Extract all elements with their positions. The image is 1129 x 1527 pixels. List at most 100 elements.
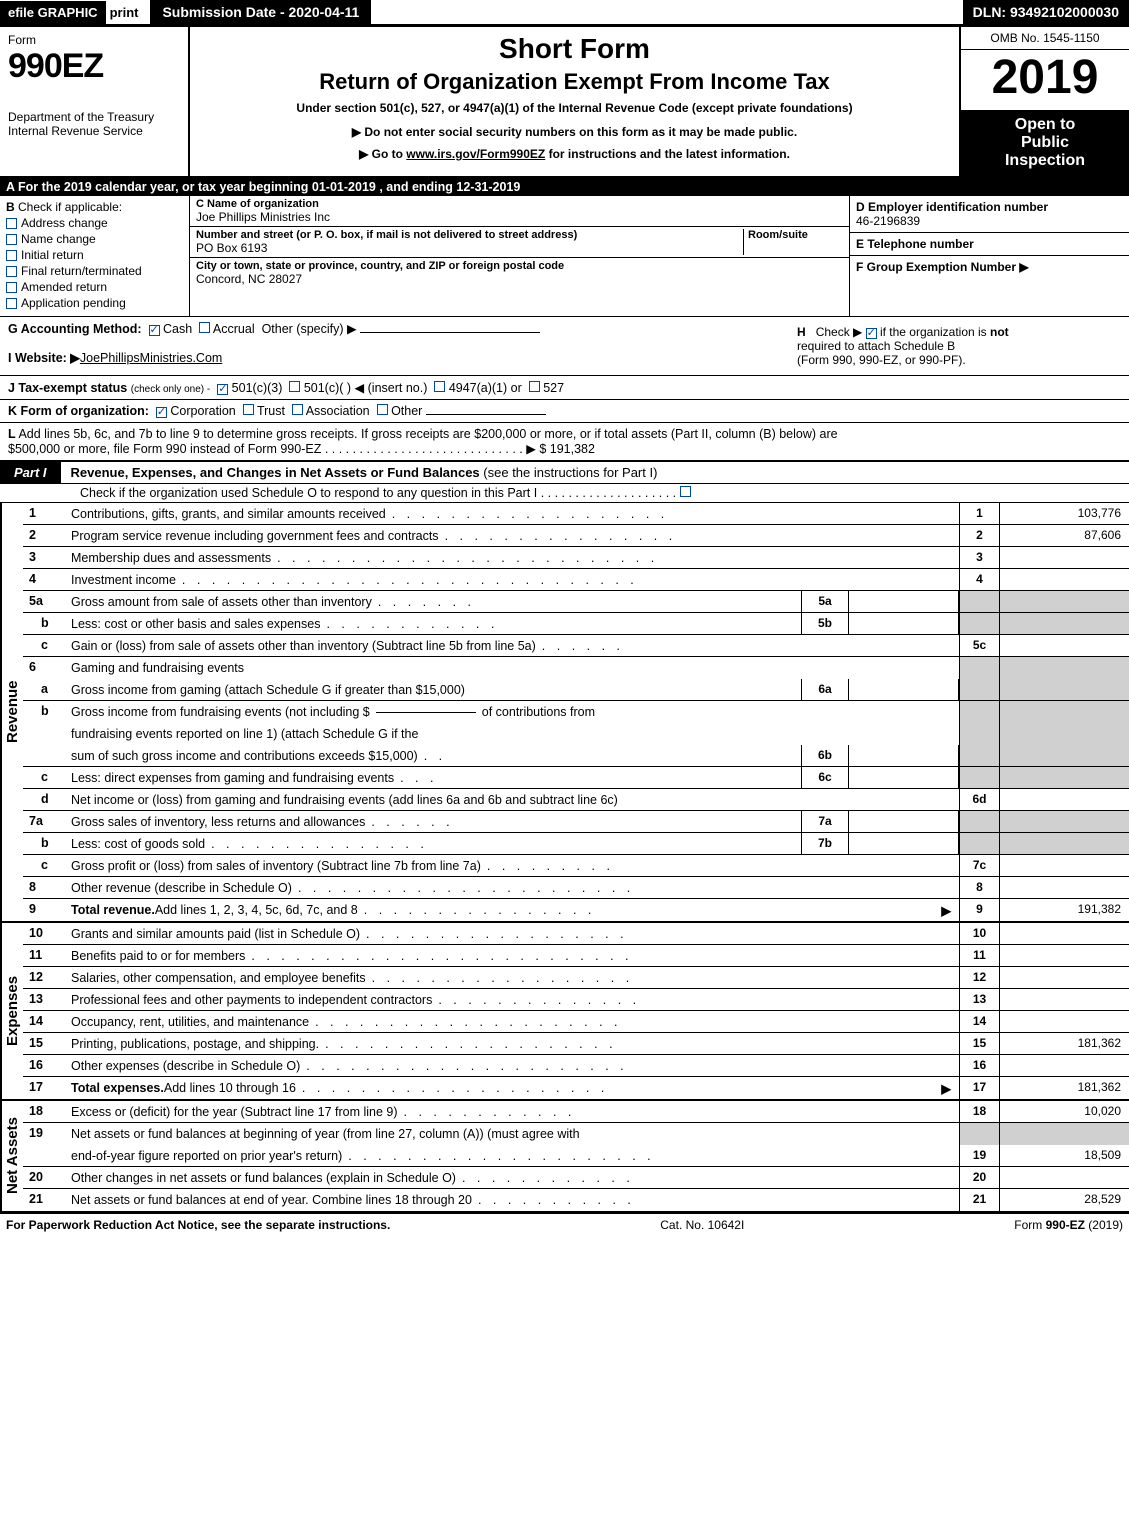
website-value[interactable]: JoePhillipsMinistries.Com xyxy=(80,351,222,365)
top-bar: efile GRAPHIC print Submission Date - 20… xyxy=(0,0,1129,27)
line-20-num: 20 xyxy=(23,1167,67,1188)
go-to-prefix: ▶ Go to xyxy=(359,147,406,161)
line-5b-box: 5b xyxy=(801,613,849,634)
net-assets-vertical-label: Net Assets xyxy=(0,1101,23,1211)
cash-label: Cash xyxy=(163,322,192,336)
dots: . . . . . . . . . . . . . . . . . . . . … xyxy=(176,573,955,587)
part-1-title-sub: (see the instructions for Part I) xyxy=(483,465,657,480)
c-name-label: C Name of organization xyxy=(196,198,843,210)
j-4947-checkbox[interactable] xyxy=(434,381,445,392)
city-state-zip: Concord, NC 28027 xyxy=(196,272,843,286)
submission-date: Submission Date - 2020-04-11 xyxy=(150,0,371,24)
k-trust-checkbox[interactable] xyxy=(243,404,254,415)
k-other-checkbox[interactable] xyxy=(377,404,388,415)
other-specify-input[interactable] xyxy=(360,332,540,333)
initial-return-checkbox[interactable] xyxy=(6,250,17,261)
line-6a-ref-shaded xyxy=(959,679,999,700)
line-18-value: 10,020 xyxy=(999,1101,1129,1122)
j-527-label: 527 xyxy=(543,381,564,395)
h-schedule-b: required to attach Schedule B xyxy=(797,339,955,353)
dots: . . . . . . . . . . . . . . . . . . xyxy=(360,927,955,941)
final-return-checkbox[interactable] xyxy=(6,266,17,277)
print-button[interactable]: print xyxy=(110,5,139,20)
cash-checkbox[interactable] xyxy=(149,325,160,336)
line-7a-value-shaded xyxy=(999,811,1129,832)
page-footer: For Paperwork Reduction Act Notice, see … xyxy=(0,1213,1129,1236)
amended-return-checkbox[interactable] xyxy=(6,282,17,293)
catalog-number: Cat. No. 10642I xyxy=(660,1218,744,1232)
line-7a-mid-value xyxy=(849,811,959,832)
city-label: City or town, state or province, country… xyxy=(196,260,843,272)
dots: . . . . . . . . . . . . . . . . . . . . … xyxy=(292,881,955,895)
accrual-checkbox[interactable] xyxy=(199,322,210,333)
header-left: Form 990EZ Department of the Treasury In… xyxy=(0,27,190,176)
j-label: J Tax-exempt status xyxy=(8,381,127,395)
line-17-desc-bold: Total expenses. xyxy=(71,1081,164,1095)
ein-value: 46-2196839 xyxy=(856,214,1123,228)
omb-number: OMB No. 1545-1150 xyxy=(961,27,1129,50)
open-line-1: Open to xyxy=(965,116,1125,134)
line-6b-amount-input[interactable] xyxy=(376,712,476,713)
dots: . . . xyxy=(394,771,797,785)
form-reference: Form 990-EZ (2019) xyxy=(1014,1218,1123,1232)
line-6a-num: a xyxy=(23,679,67,700)
line-10-num: 10 xyxy=(23,923,67,944)
j-501c-checkbox[interactable] xyxy=(289,381,300,392)
line-14-desc: Occupancy, rent, utilities, and maintena… xyxy=(71,1015,309,1029)
line-16: 16 Other expenses (describe in Schedule … xyxy=(23,1055,1129,1077)
k-association-checkbox[interactable] xyxy=(292,404,303,415)
section-a-tax-year: A For the 2019 calendar year, or tax yea… xyxy=(0,178,1129,196)
form-number: 990EZ xyxy=(8,47,184,86)
section-d-e-f: D Employer identification number 46-2196… xyxy=(849,196,1129,316)
line-5c-value xyxy=(999,635,1129,656)
application-pending-checkbox[interactable] xyxy=(6,298,17,309)
line-21-value: 28,529 xyxy=(999,1189,1129,1211)
line-5a-ref-shaded xyxy=(959,591,999,612)
expenses-lines: 10 Grants and similar amounts paid (list… xyxy=(23,923,1129,1099)
irs-label: Internal Revenue Service xyxy=(8,124,184,138)
line-13-desc: Professional fees and other payments to … xyxy=(71,993,432,1007)
line-6b-2: fundraising events reported on line 1) (… xyxy=(23,723,1129,745)
dots: . . . . . . . xyxy=(372,595,797,609)
line-12-desc: Salaries, other compensation, and employ… xyxy=(71,971,366,985)
section-l-gross-receipts: L Add lines 5b, 6c, and 7b to line 9 to … xyxy=(0,423,1129,460)
part-1-header: Part I Revenue, Expenses, and Changes in… xyxy=(0,460,1129,484)
dots: . . . . . . xyxy=(536,639,955,653)
line-7c-ref: 7c xyxy=(959,855,999,876)
revenue-section: Revenue 1 Contributions, gifts, grants, … xyxy=(0,503,1129,923)
line-6b-mid-value xyxy=(849,745,959,766)
l-label: L xyxy=(8,427,16,441)
org-info-block: B Check if applicable: Address change Na… xyxy=(0,196,1129,317)
line-8-num: 8 xyxy=(23,877,67,898)
line-18-num: 18 xyxy=(23,1101,67,1122)
irs-link[interactable]: www.irs.gov/Form990EZ xyxy=(406,147,545,161)
line-7c: c Gross profit or (loss) from sales of i… xyxy=(23,855,1129,877)
open-to-public-badge: Open to Public Inspection xyxy=(961,110,1129,176)
line-9-num: 9 xyxy=(23,899,67,921)
k-corporation-checkbox[interactable] xyxy=(156,407,167,418)
line-10-ref: 10 xyxy=(959,923,999,944)
department-treasury: Department of the Treasury xyxy=(8,110,184,124)
j-527-checkbox[interactable] xyxy=(529,381,540,392)
check-if-applicable: Check if applicable: xyxy=(18,200,122,214)
b-label: B xyxy=(6,200,15,214)
line-9: 9 Total revenue. Add lines 1, 2, 3, 4, 5… xyxy=(23,899,1129,921)
go-to-suffix: for instructions and the latest informat… xyxy=(545,147,790,161)
k-other-input[interactable] xyxy=(426,414,546,415)
application-pending-label: Application pending xyxy=(21,296,126,310)
line-17-desc-2: Add lines 10 through 16 xyxy=(164,1081,296,1095)
j-insert-no: ◀ (insert no.) xyxy=(355,381,428,395)
h-checkbox[interactable] xyxy=(866,328,877,339)
schedule-o-checkbox[interactable] xyxy=(680,486,691,497)
dots: . . . . . . . . . . . . xyxy=(320,617,797,631)
line-6c-desc: Less: direct expenses from gaming and fu… xyxy=(71,771,394,785)
line-6b-desc-1: Gross income from fundraising events (no… xyxy=(71,705,370,719)
part-1-title: Revenue, Expenses, and Changes in Net As… xyxy=(61,465,658,480)
address-change-checkbox[interactable] xyxy=(6,218,17,229)
line-7b: b Less: cost of goods sold. . . . . . . … xyxy=(23,833,1129,855)
efile-graphic-button[interactable]: efile GRAPHIC xyxy=(0,1,106,24)
j-501c3-checkbox[interactable] xyxy=(217,384,228,395)
name-change-checkbox[interactable] xyxy=(6,234,17,245)
j-501c3-label: 501(c)(3) xyxy=(232,381,283,395)
line-12-num: 12 xyxy=(23,967,67,988)
